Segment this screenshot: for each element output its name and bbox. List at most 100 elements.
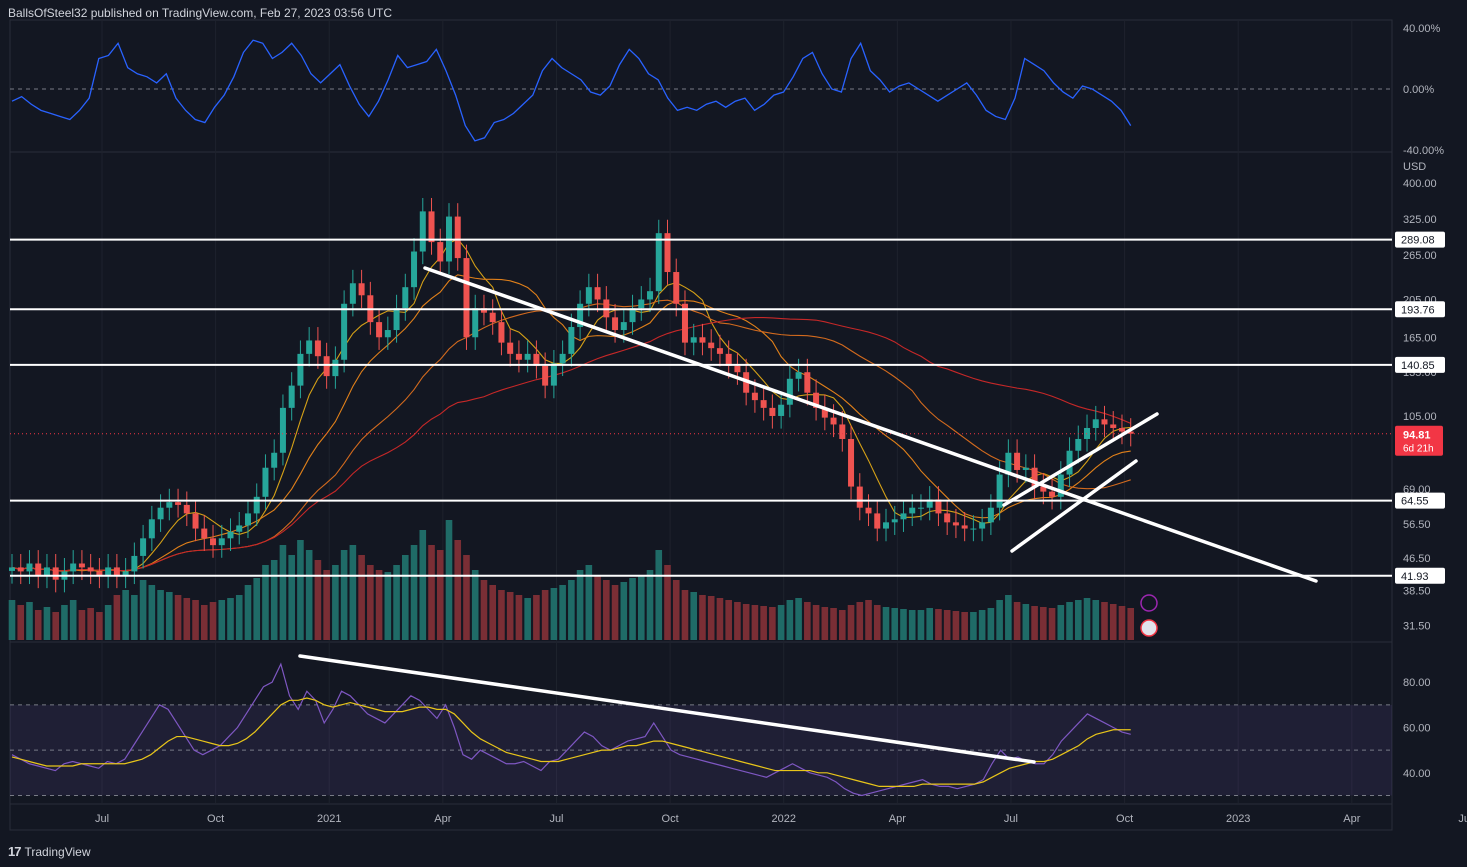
- volume-bar: [218, 600, 226, 640]
- volume-bar: [795, 598, 802, 640]
- volume-bar: [603, 580, 610, 640]
- level-tag-label: 41.93: [1401, 571, 1429, 583]
- volume-bar: [533, 595, 540, 640]
- volume-bar: [1057, 605, 1065, 640]
- candle-body: [996, 474, 1003, 508]
- candle-body: [192, 513, 199, 529]
- price-tick-label: 56.50: [1403, 519, 1431, 531]
- time-tick-label: Jul: [549, 813, 563, 825]
- candle-body: [673, 272, 680, 304]
- volume-bar: [253, 578, 261, 640]
- flag-icon: [1140, 619, 1158, 637]
- candle-body: [515, 353, 522, 360]
- candle-body: [175, 502, 182, 505]
- candle-body: [218, 538, 225, 546]
- candle-body: [655, 233, 662, 292]
- level-tag: [1395, 231, 1445, 248]
- candle-body: [952, 522, 959, 526]
- ma-200-line: [11, 317, 1131, 572]
- candle-body: [734, 365, 741, 373]
- level-tag: [1395, 356, 1445, 373]
- volume-bar: [471, 570, 479, 640]
- volume-bar: [804, 602, 811, 640]
- osc-tick-label: 40.00%: [1403, 23, 1441, 35]
- candle-body: [393, 308, 400, 331]
- candle-body: [909, 507, 916, 514]
- candle-body: [533, 353, 540, 366]
- volume-bar: [970, 612, 977, 640]
- level-tag: [1395, 301, 1445, 318]
- candle-body: [105, 567, 112, 576]
- price-tick-label: 46.50: [1403, 553, 1431, 565]
- candle-body: [262, 467, 269, 497]
- volume-bar: [926, 608, 933, 640]
- volume-bar: [1109, 604, 1117, 640]
- candle-body: [1022, 467, 1029, 470]
- volume-bar: [244, 585, 252, 640]
- volume-bar: [122, 590, 129, 640]
- candle-body: [288, 385, 295, 408]
- candle-body: [708, 342, 715, 349]
- volume-bar: [367, 565, 374, 640]
- volume-bar: [297, 540, 304, 640]
- volume-bar: [1013, 602, 1021, 640]
- volume-bar: [1083, 598, 1091, 640]
- countdown-label: 6d 21h: [1403, 444, 1434, 455]
- candle-body: [17, 567, 24, 572]
- candle-body: [594, 287, 601, 300]
- level-tag: [1395, 492, 1445, 509]
- volume-bar: [61, 605, 68, 640]
- volume-bar: [139, 580, 147, 640]
- candle-body: [507, 342, 514, 354]
- volume-bar: [917, 610, 925, 640]
- volume-bar: [489, 585, 496, 640]
- volume-bar: [174, 595, 182, 640]
- candle-body: [786, 378, 793, 405]
- volume-bar: [166, 592, 173, 640]
- candle-body: [419, 211, 426, 252]
- level-tag-label: 64.55: [1401, 496, 1429, 508]
- candle-body: [70, 563, 77, 572]
- volume-bar: [332, 565, 339, 640]
- candle-body: [647, 291, 654, 300]
- candle-body: [856, 486, 863, 508]
- time-tick-label: 2022: [771, 813, 795, 825]
- candle-body: [769, 407, 776, 416]
- oscillator-line: [11, 39, 1132, 142]
- volume-bar: [576, 570, 584, 640]
- candle-body: [489, 312, 496, 323]
- volume-bar: [629, 578, 636, 640]
- volume-bar: [192, 600, 199, 640]
- candle-body: [725, 353, 732, 366]
- candle-body: [900, 513, 907, 520]
- price-tick-label: 105.00: [1403, 411, 1437, 423]
- candle-body: [253, 496, 260, 514]
- publisher-header: BallsOfSteel32 published on TradingView.…: [8, 6, 393, 20]
- volume-bar: [1040, 607, 1047, 640]
- volume-bar: [707, 596, 715, 640]
- time-tick-label: 2023: [1226, 813, 1250, 825]
- volume-bar: [716, 598, 724, 640]
- candle-body: [349, 283, 356, 304]
- volume-bar: [463, 555, 470, 640]
- rsi-tick-label: 80.00: [1403, 677, 1431, 689]
- volume-bar: [288, 555, 295, 640]
- candle-body: [472, 308, 479, 338]
- volume-bar: [436, 550, 444, 640]
- candle-body: [1075, 438, 1082, 451]
- volume-bar: [96, 612, 103, 640]
- candle-body: [1118, 427, 1125, 432]
- candle-body: [699, 337, 706, 343]
- rsi-ma-line: [11, 697, 1131, 788]
- candle-body: [26, 563, 33, 572]
- volume-bar: [26, 602, 33, 640]
- candle-body: [987, 507, 994, 523]
- volume-bar: [550, 588, 558, 640]
- footer-brand[interactable]: 17 TradingView: [8, 844, 91, 859]
- candle-body: [454, 216, 461, 259]
- current-price-label: 94.81: [1403, 430, 1431, 442]
- volume-bar: [445, 520, 453, 640]
- candle-body: [961, 525, 968, 529]
- osc-tick-label: 0.00%: [1403, 84, 1434, 96]
